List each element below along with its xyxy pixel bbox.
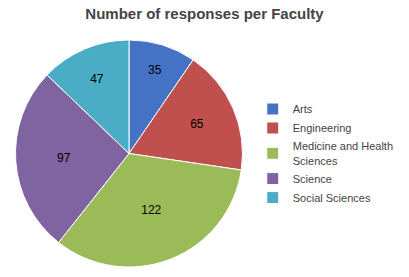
- svg-text:Engineering: Engineering: [293, 122, 352, 134]
- svg-text:Number of responses per Facult: Number of responses per Faculty: [85, 5, 324, 22]
- svg-text:Medicine and HealthSciences: Medicine and HealthSciences: [293, 140, 393, 166]
- svg-text:Arts: Arts: [293, 103, 313, 115]
- svg-text:Social Sciences: Social Sciences: [293, 192, 371, 204]
- svg-text:65: 65: [190, 117, 204, 131]
- svg-text:97: 97: [57, 151, 71, 165]
- svg-text:122: 122: [141, 203, 161, 217]
- svg-text:Science: Science: [293, 173, 332, 185]
- svg-text:35: 35: [148, 63, 162, 77]
- svg-text:47: 47: [90, 72, 104, 86]
